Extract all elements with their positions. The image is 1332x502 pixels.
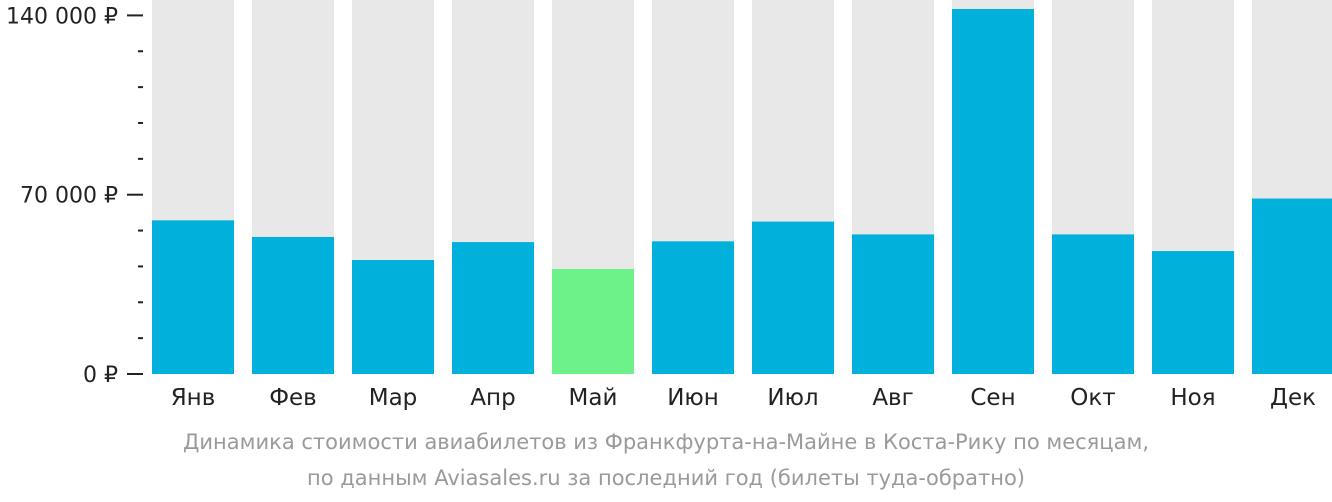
y-tick-label-1: 0 ₽: [83, 363, 118, 388]
chart-caption-line-2: по данным Aviasales.ru за последний год …: [307, 466, 1025, 490]
x-tick-label-1: Янв: [171, 385, 216, 411]
bar-8[interactable]: [852, 234, 934, 374]
bar-6[interactable]: [652, 241, 734, 374]
bars: [152, 9, 1332, 374]
x-tick-label-11: Ноя: [1170, 385, 1215, 411]
x-tick-label-2: Фев: [269, 385, 317, 411]
x-tick-label-12: Дек: [1270, 385, 1316, 411]
x-tick-label-4: Апр: [470, 385, 515, 411]
bar-3[interactable]: [352, 260, 434, 374]
bar-7[interactable]: [752, 221, 834, 374]
x-tick-label-8: Авг: [872, 385, 913, 411]
price-bar-chart: 0 ₽ 70 000 ₽ 140 000 ₽ Янв Фев Мар Апр Май Июн И…: [6, 0, 1332, 411]
y-tick-label-3: 140 000 ₽: [6, 4, 118, 29]
y-axis: 0 ₽ 70 000 ₽ 140 000 ₽: [6, 4, 143, 388]
bar-4[interactable]: [452, 242, 534, 374]
bar-2[interactable]: [252, 236, 334, 374]
bar-10[interactable]: [1052, 234, 1134, 374]
bar-11[interactable]: [1152, 251, 1234, 374]
x-tick-label-7: Июл: [767, 385, 818, 411]
bar-9[interactable]: [952, 9, 1034, 374]
bar-1[interactable]: [152, 220, 234, 374]
chart-caption-line-1: Динамика стоимости авиабилетов из Франкф…: [183, 430, 1149, 454]
x-tick-label-9: Сен: [970, 385, 1015, 411]
x-tick-label-5: Май: [569, 385, 618, 411]
x-tick-label-6: Июн: [667, 385, 719, 411]
y-tick-label-2: 70 000 ₽: [20, 184, 118, 209]
x-tick-label-10: Окт: [1070, 385, 1115, 411]
bar-12[interactable]: [1252, 198, 1332, 374]
x-tick-label-3: Мар: [369, 385, 418, 411]
bar-5[interactable]: [552, 268, 634, 374]
x-axis-labels: Янв Фев Мар Апр Май Июн Июл Авг Сен Окт Ноя Дек: [171, 385, 1316, 411]
